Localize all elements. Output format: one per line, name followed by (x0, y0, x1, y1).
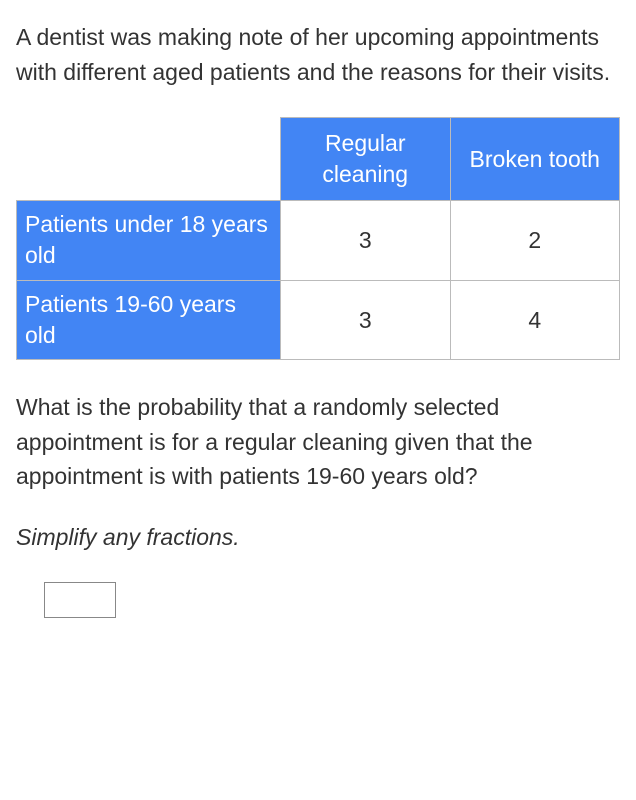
row-header: Patients 19-60 years old (17, 280, 281, 360)
data-cell: 2 (450, 201, 620, 281)
data-cell: 3 (280, 201, 450, 281)
column-header: Broken tooth (450, 118, 620, 201)
column-header: Regular cleaning (280, 118, 450, 201)
data-cell: 4 (450, 280, 620, 360)
data-table: Regular cleaning Broken tooth Patients u… (16, 117, 620, 360)
table-row: Patients under 18 years old 3 2 (17, 201, 620, 281)
data-cell: 3 (280, 280, 450, 360)
answer-input[interactable] (44, 582, 116, 618)
question-text: What is the probability that a randomly … (16, 390, 620, 494)
row-header: Patients under 18 years old (17, 201, 281, 281)
intro-text: A dentist was making note of her upcomin… (16, 20, 620, 89)
instruction-text: Simplify any fractions. (16, 520, 620, 555)
table-corner-empty (17, 118, 281, 201)
table-row: Patients 19-60 years old 3 4 (17, 280, 620, 360)
